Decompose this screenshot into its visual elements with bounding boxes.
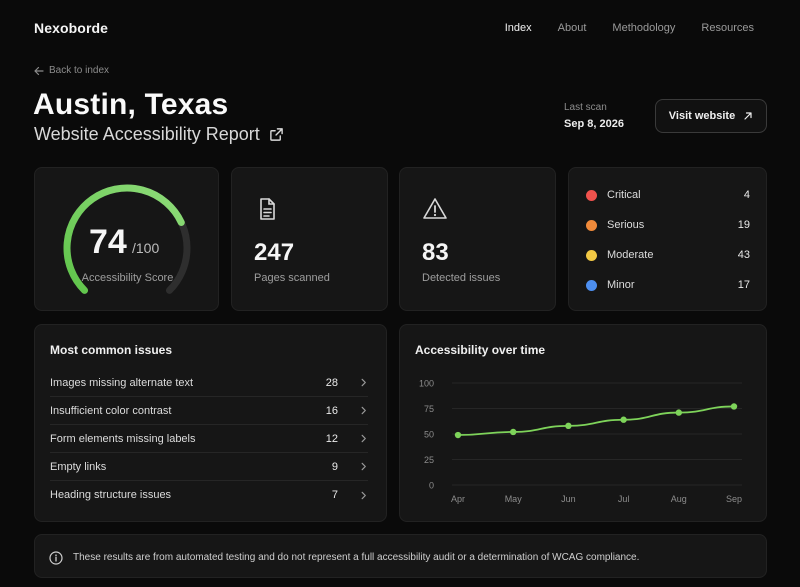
- x-tick-label: Sep: [726, 494, 742, 504]
- issue-name: Empty links: [50, 460, 107, 473]
- nav-resources[interactable]: Resources: [701, 22, 754, 34]
- issues-label: Detected issues: [422, 272, 501, 284]
- common-issues-title: Most common issues: [50, 343, 173, 357]
- x-tick-label: Jun: [561, 494, 576, 504]
- critical-dot-icon: [586, 189, 597, 201]
- x-tick-label: May: [505, 494, 523, 504]
- issues-value: 83: [422, 239, 449, 266]
- top-bar: Nexoborde Index About Methodology Resour…: [0, 0, 800, 58]
- disclaimer-note: These results are from automated testing…: [34, 534, 767, 578]
- severity-row-moderate: Moderate 43: [586, 248, 750, 262]
- y-tick-label: 50: [424, 430, 434, 440]
- back-link-label: Back to index: [49, 65, 110, 76]
- severity-count: 19: [737, 219, 750, 231]
- score-history-chart: 0 25 50 75 100 Apr May Jun Jul Aug Sep: [419, 379, 742, 505]
- warning-icon: [423, 198, 447, 219]
- severity-count: 4: [743, 189, 750, 201]
- series-line: [457, 405, 735, 436]
- issue-row[interactable]: Form elements missing labels 12: [50, 425, 368, 453]
- data-point[interactable]: [730, 403, 738, 410]
- data-point[interactable]: [620, 416, 627, 423]
- issue-count: 9: [331, 460, 338, 473]
- back-link[interactable]: Back to index: [34, 65, 109, 76]
- data-point[interactable]: [510, 428, 517, 436]
- severity-name: Moderate: [607, 249, 654, 261]
- last-scan: Last scan Sep 8, 2026: [564, 102, 624, 130]
- score-history-card: Accessibility over time 0 25 50 75 100 Apr May…: [399, 324, 767, 522]
- y-tick-label: 100: [419, 379, 434, 389]
- last-scan-label: Last scan: [564, 102, 607, 113]
- data-point[interactable]: [675, 409, 682, 416]
- issue-name: Form elements missing labels: [50, 432, 196, 445]
- visit-website-label: Visit website: [668, 110, 736, 122]
- chevron-right-icon: [361, 406, 366, 415]
- visit-website-button[interactable]: Visit website: [655, 99, 767, 133]
- severity-count: 43: [737, 249, 750, 261]
- pages-value: 247: [254, 239, 295, 266]
- severity-row-critical: Critical 4: [586, 188, 750, 202]
- issue-row[interactable]: Insufficient color contrast 16: [50, 397, 368, 425]
- nav-about[interactable]: About: [557, 22, 587, 34]
- score-gauge: [63, 184, 191, 294]
- pages-label: Pages scanned: [254, 272, 330, 284]
- severity-card: Critical 4 Serious 19 Moderate 43 Minor …: [568, 167, 767, 311]
- data-point[interactable]: [565, 422, 572, 430]
- arrow-up-right-icon: [744, 112, 752, 120]
- issue-name: Images missing alternate text: [50, 376, 194, 389]
- pages-card: 247 Pages scanned: [231, 167, 388, 311]
- main-nav: Index About Methodology Resources: [505, 22, 754, 34]
- document-icon: [260, 198, 275, 220]
- gauge-fill: [63, 184, 185, 294]
- issue-name: Heading structure issues: [50, 489, 172, 501]
- y-tick-label: 75: [424, 404, 434, 414]
- page-title: Austin, Texas: [33, 88, 229, 121]
- issue-count: 12: [325, 432, 338, 445]
- chevron-right-icon: [361, 378, 366, 387]
- issues-card: 83 Detected issues: [399, 167, 556, 311]
- score-value: 74: [89, 223, 127, 261]
- report-subtitle: Website Accessibility Report: [34, 124, 284, 145]
- y-tick-label: 0: [429, 481, 434, 491]
- score-card: 74 /100 Accessibility Score: [34, 167, 219, 311]
- data-point[interactable]: [454, 431, 462, 439]
- issue-name: Insufficient color contrast: [50, 404, 172, 417]
- severity-count: 17: [737, 279, 750, 291]
- issue-row[interactable]: Images missing alternate text 28: [50, 369, 368, 397]
- report-title: Website Accessibility Report: [34, 124, 260, 144]
- severity-name: Minor: [607, 279, 635, 291]
- nav-index[interactable]: Index: [504, 22, 532, 34]
- x-tick-label: Jul: [618, 494, 630, 504]
- issue-row[interactable]: Heading structure issues 7: [50, 481, 368, 509]
- last-scan-date: Sep 8, 2026: [564, 118, 624, 130]
- severity-row-minor: Minor 17: [586, 278, 750, 292]
- common-issues-card: Most common issues Images missing altern…: [34, 324, 387, 522]
- info-icon: [49, 551, 63, 565]
- chevron-right-icon: [361, 434, 366, 443]
- severity-name: Critical: [607, 189, 641, 201]
- arrow-left-icon: [34, 66, 44, 75]
- severity-row-serious: Serious 19: [586, 218, 750, 232]
- chevron-right-icon: [361, 491, 366, 499]
- minor-dot-icon: [586, 279, 597, 291]
- issue-count: 28: [325, 376, 338, 389]
- issue-row[interactable]: Empty links 9: [50, 453, 368, 481]
- severity-name: Serious: [607, 219, 645, 231]
- issue-count: 16: [325, 404, 338, 417]
- disclaimer-text: These results are from automated testing…: [73, 552, 640, 563]
- issue-count: 7: [331, 489, 338, 501]
- moderate-dot-icon: [586, 249, 597, 261]
- serious-dot-icon: [586, 219, 597, 231]
- y-tick-label: 25: [424, 455, 434, 465]
- nav-methodology[interactable]: Methodology: [612, 22, 676, 34]
- chart-title: Accessibility over time: [415, 343, 546, 357]
- x-tick-label: Aug: [671, 494, 687, 504]
- external-link-icon[interactable]: [269, 127, 284, 142]
- brand-logo[interactable]: Nexoborde: [34, 20, 109, 36]
- score-max: /100: [132, 240, 160, 256]
- chevron-right-icon: [361, 462, 366, 471]
- x-tick-label: Apr: [451, 494, 465, 504]
- score-label: Accessibility Score: [81, 272, 174, 284]
